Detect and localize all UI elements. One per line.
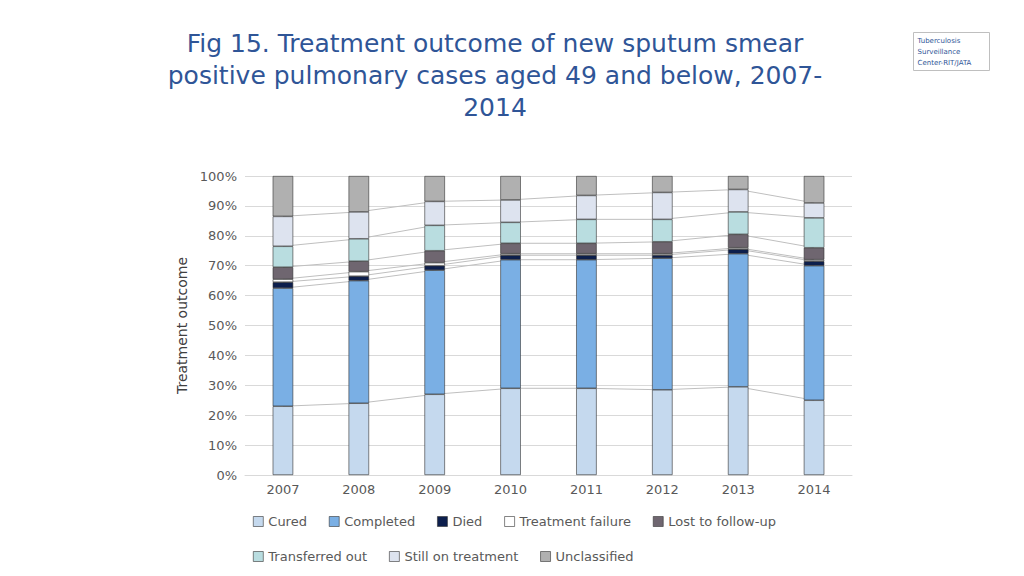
- svg-text:2013: 2013: [722, 482, 755, 497]
- svg-text:80%: 80%: [208, 228, 237, 243]
- svg-text:Unclassified: Unclassified: [556, 549, 634, 564]
- svg-text:2014: 2014: [798, 482, 831, 497]
- svg-text:30%: 30%: [208, 378, 237, 393]
- svg-text:Lost to follow-up: Lost to follow-up: [668, 514, 776, 529]
- svg-text:Tuberculosis: Tuberculosis: [917, 37, 961, 45]
- svg-text:Treatment outcome: Treatment outcome: [174, 257, 190, 395]
- svg-text:2010: 2010: [494, 482, 527, 497]
- svg-text:Completed: Completed: [344, 514, 415, 529]
- svg-text:20%: 20%: [208, 408, 237, 423]
- svg-text:Surveillance: Surveillance: [918, 48, 961, 56]
- svg-text:2009: 2009: [418, 482, 451, 497]
- svg-text:2011: 2011: [570, 482, 603, 497]
- svg-text:60%: 60%: [208, 288, 237, 303]
- svg-text:Still on treatment: Still on treatment: [404, 549, 518, 564]
- svg-text:Cured: Cured: [268, 514, 307, 529]
- svg-text:Treatment failure: Treatment failure: [519, 514, 631, 529]
- svg-text:2008: 2008: [342, 482, 375, 497]
- svg-text:Died: Died: [452, 514, 482, 529]
- svg-text:90%: 90%: [208, 198, 237, 213]
- svg-text:positive pulmonary cases aged: positive pulmonary cases aged 49 and bel…: [168, 61, 823, 90]
- svg-text:0%: 0%: [216, 468, 237, 483]
- svg-text:2014: 2014: [463, 93, 527, 122]
- svg-text:Center-RIT/JATA: Center-RIT/JATA: [918, 59, 972, 67]
- svg-text:2007: 2007: [266, 482, 299, 497]
- svg-text:70%: 70%: [208, 258, 237, 273]
- svg-text:50%: 50%: [208, 318, 237, 333]
- svg-text:40%: 40%: [208, 348, 237, 363]
- svg-text:100%: 100%: [200, 169, 237, 184]
- svg-text:Fig 15. Treatment outcome of n: Fig 15. Treatment outcome of new sputum …: [187, 29, 804, 58]
- svg-text:10%: 10%: [208, 438, 237, 453]
- svg-text:Transferred out: Transferred out: [267, 549, 367, 564]
- svg-text:2012: 2012: [646, 482, 679, 497]
